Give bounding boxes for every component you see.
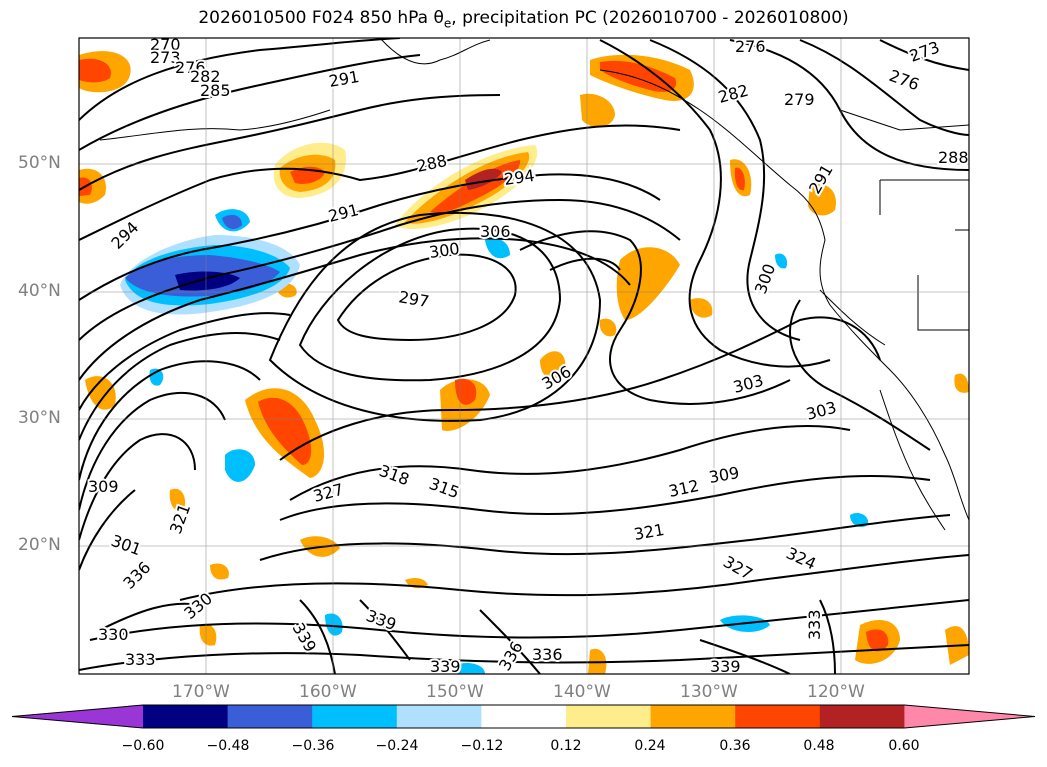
colorbar-bin [227,705,313,728]
theta-e-contours [79,38,969,674]
colorbar-bin [143,705,229,728]
colorbar-bin [481,705,567,728]
coastlines [99,38,969,531]
contour-label-halo: 306 [480,222,511,241]
colorbar-bin [566,705,652,728]
map-frame [78,37,970,675]
contour-label: 270 [150,35,181,54]
title-symbol-sub: e [443,16,452,31]
title-prefix: 2026010500 F024 850 hPa [198,8,434,28]
contour-label: 276 [175,58,206,77]
colorbar-tick: −0.12 [460,738,504,754]
colorbar-tick: −0.36 [291,738,335,754]
lat-label-20n: 20°N [18,535,61,555]
graticule [79,38,969,674]
contour-label: 300 [428,239,461,262]
contour-label: 285 [200,81,231,100]
contour-label-halo: 330 [98,625,129,644]
colorbar-bin [312,705,398,728]
colorbar-tick: −0.24 [375,738,419,754]
contour-label: 294 [503,166,536,189]
colorbar-tick: 0.60 [888,738,920,754]
contour-label: 306 [480,222,511,241]
lon-label-140w: 140°W [553,682,611,702]
contour-label: 279 [784,90,815,109]
contour-label-halo: 288 [938,148,969,167]
contour-label: 333 [125,650,156,669]
contour-label: 276 [735,37,766,56]
lat-label-50n: 50°N [18,153,61,173]
contour-label-halo: 285 [200,81,231,100]
colorbar-tick: −0.48 [206,738,250,754]
lon-label-160w: 160°W [299,682,357,702]
contour-label-halo: 273 [150,48,181,67]
map-title: 2026010500 F024 850 hPa θe, precipitatio… [0,8,1047,30]
contour-label-halo: 309 [88,477,119,496]
precip-positive-shading [79,51,969,674]
colorbar-tick: 0.48 [803,738,835,754]
colorbar-over-triangle [904,705,1035,728]
contour-label: 339 [430,657,461,676]
colorbar-tick: 0.12 [550,738,582,754]
contour-label: 273 [150,48,181,67]
contour-label: 288 [938,148,969,167]
contour-label-halo: 294 [503,166,536,189]
contour-label-halo: 282 [190,67,221,86]
lon-label-150w: 150°W [426,682,484,702]
contour-label-halo: 333 [805,609,824,640]
contour-label-halo: 336 [532,645,563,664]
precip-negative-shading [120,209,869,674]
colorbar-under-triangle [12,705,143,728]
title-suffix: , precipitation PC (2026010700 - 2026010… [451,8,849,28]
contour-label-halo: 279 [784,90,815,109]
contour-label: 330 [98,625,129,644]
colorbar-bin [819,705,905,728]
colorbar-tick: −0.60 [121,738,165,754]
lon-label-170w: 170°W [172,682,230,702]
lon-label-130w: 130°W [680,682,738,702]
contour-label-halo: 333 [125,650,156,669]
title-symbol: θ [433,8,444,28]
colorbar-bin [396,705,482,728]
contour-label: 339 [710,657,741,676]
colorbar-bin [735,705,821,728]
contour-label: 309 [88,477,119,496]
contour-label-halo: 276 [735,37,766,56]
lon-label-120w: 120°W [807,682,865,702]
contour-label: 336 [532,645,563,664]
contour-label-halo: 270 [150,35,181,54]
lat-label-40n: 40°N [18,281,61,301]
contour-label: 282 [190,67,221,86]
colorbar-bin [650,705,736,728]
colorbar-tick: 0.36 [719,738,751,754]
contour-label-halo: 276 [175,58,206,77]
colorbar-outline [11,704,1036,729]
contour-label-halo: 339 [710,657,741,676]
colorbar-tick: 0.24 [634,738,666,754]
contour-label: 333 [805,609,824,640]
contour-label-halo: 339 [430,657,461,676]
colorbar [11,704,1036,729]
lat-label-30n: 30°N [18,408,61,428]
